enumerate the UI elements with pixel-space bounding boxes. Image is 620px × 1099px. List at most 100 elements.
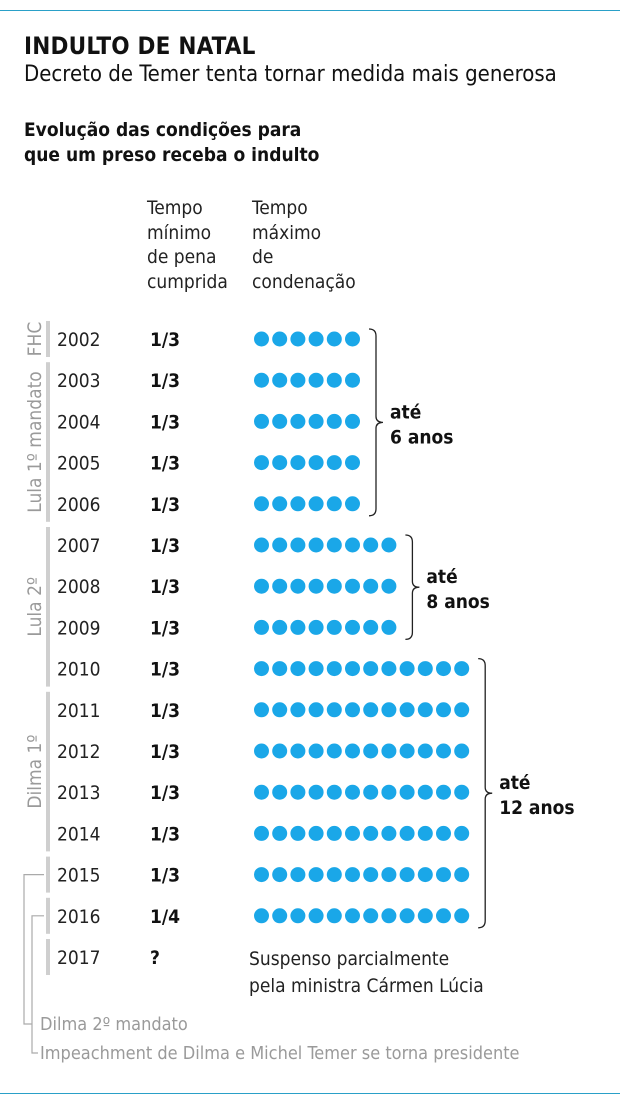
year-dot — [326, 619, 342, 635]
year-dot — [381, 784, 397, 800]
year-dot — [290, 743, 306, 759]
year-dot — [381, 578, 397, 594]
period-label: Lula 2º — [24, 577, 46, 637]
year-dot — [272, 743, 288, 759]
year-dot — [399, 867, 415, 883]
year-dot — [326, 702, 342, 718]
year-dot — [381, 743, 397, 759]
year-dot — [345, 372, 360, 388]
year-label: 2016 — [57, 906, 101, 928]
year-dot — [272, 619, 288, 635]
column-header-min: Tempo mínimo de pena cumprida — [147, 196, 228, 294]
min-fraction-label: 1/3 — [150, 453, 180, 475]
year-dot — [436, 825, 451, 841]
top-rule — [0, 10, 620, 11]
year-dot — [254, 743, 269, 759]
year-dot — [290, 661, 306, 677]
year-label: 2005 — [57, 453, 101, 475]
year-dot — [417, 702, 433, 718]
year-dot — [308, 661, 324, 677]
year-dot — [326, 784, 342, 800]
year-dot — [381, 537, 397, 553]
year-dot — [326, 372, 342, 388]
year-label: 2017 — [57, 947, 101, 969]
year-dot — [272, 784, 288, 800]
year-dot — [363, 619, 379, 635]
year-dot — [272, 413, 288, 429]
year-dot — [363, 537, 379, 553]
year-dot — [254, 537, 269, 553]
footnote-impeachment: Impeachment de Dilma e Michel Temer se t… — [40, 1043, 520, 1064]
year-label: 2013 — [57, 782, 101, 804]
year-dot — [272, 578, 288, 594]
year-dot — [399, 908, 415, 924]
year-dot — [436, 743, 451, 759]
year-dot — [254, 578, 269, 594]
min-fraction-label: 1/3 — [150, 535, 180, 557]
year-dot — [290, 496, 306, 512]
min-fraction-label: 1/3 — [150, 411, 180, 433]
year-dot — [454, 784, 470, 800]
period-label: Dilma 1º — [24, 735, 46, 809]
period-bar — [46, 321, 50, 357]
year-dot — [436, 908, 451, 924]
year-dot — [254, 825, 269, 841]
year-dot — [381, 661, 397, 677]
year-dot — [290, 702, 306, 718]
year-dot — [345, 537, 360, 553]
year-dot — [290, 908, 306, 924]
col-min-line: de pena — [147, 246, 217, 268]
year-dot — [454, 825, 470, 841]
year-dot — [399, 825, 415, 841]
period-bar — [46, 527, 50, 687]
year-dot — [326, 455, 342, 471]
bracket-label-line2: 6 anos — [390, 426, 453, 448]
page-title: INDULTO DE NATAL — [24, 32, 256, 60]
year-dot — [345, 331, 360, 347]
year-dot — [272, 537, 288, 553]
min-fraction-label: 1/3 — [150, 782, 180, 804]
year-dot — [363, 825, 379, 841]
year-dot — [454, 661, 470, 677]
year-dot — [308, 372, 324, 388]
year-dot — [326, 331, 342, 347]
min-fraction-label: 1/3 — [150, 659, 180, 681]
year-dot — [272, 867, 288, 883]
year-dot — [454, 867, 470, 883]
year-dot — [363, 743, 379, 759]
bracket-label-line1: até — [426, 566, 457, 588]
year-dot — [272, 702, 288, 718]
year-dot — [417, 908, 433, 924]
chart-lead: Evolução das condições para que um preso… — [24, 118, 364, 168]
year-dot — [272, 825, 288, 841]
min-fraction-label: 1/3 — [150, 700, 180, 722]
range-bracket — [405, 534, 420, 641]
year-dot — [308, 867, 324, 883]
year-dot — [345, 619, 360, 635]
min-fraction-label: 1/3 — [150, 329, 180, 351]
note-2017-line: Suspenso parcialmente — [249, 948, 449, 970]
year-dot — [290, 784, 306, 800]
year-dot — [308, 743, 324, 759]
period-bar — [46, 939, 50, 975]
col-max-line: máximo — [252, 221, 322, 244]
year-dot — [272, 661, 288, 677]
year-dot — [272, 496, 288, 512]
year-label: 2012 — [57, 741, 101, 763]
year-dot — [326, 413, 342, 429]
dilma2-connector — [23, 874, 44, 1025]
year-dot — [308, 537, 324, 553]
year-dot — [399, 702, 415, 718]
year-dot — [436, 867, 451, 883]
period-bar — [46, 856, 50, 893]
year-dot — [290, 578, 306, 594]
year-dot — [417, 784, 433, 800]
year-dot — [363, 702, 379, 718]
year-dot — [345, 413, 360, 429]
year-dot — [254, 372, 269, 388]
year-dot — [272, 331, 288, 347]
year-label: 2010 — [57, 659, 101, 681]
year-dot — [436, 702, 451, 718]
lead-line-2: que um preso receba o indulto — [24, 144, 320, 166]
period-bar — [46, 362, 50, 522]
